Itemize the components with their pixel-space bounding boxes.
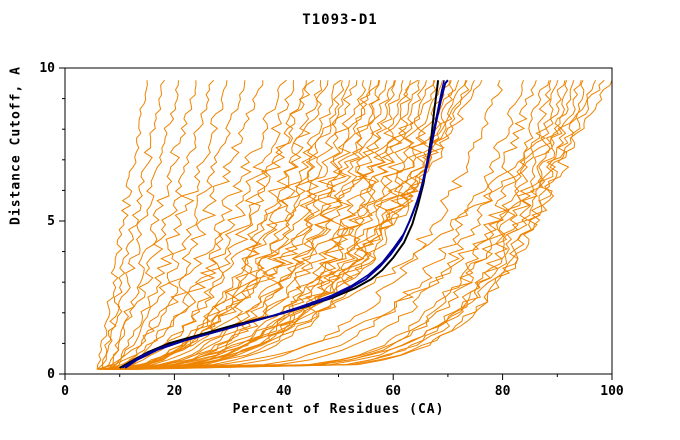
model-curve: [115, 80, 367, 370]
model-curve: [97, 79, 315, 370]
model-curve: [99, 80, 404, 370]
model-curve: [109, 79, 342, 370]
model-curve: [102, 80, 295, 370]
model-curve: [112, 80, 568, 370]
model-curve: [103, 80, 329, 370]
model-curve: [119, 80, 613, 370]
y-tick-label: 10: [39, 61, 55, 76]
highlight-navy-2: [121, 80, 445, 369]
model-curve: [114, 80, 323, 370]
model-curve: [106, 80, 537, 370]
model-curve: [104, 80, 358, 370]
model-curve: [122, 80, 435, 370]
chart-title: T1093-D1: [302, 12, 378, 28]
model-curve: [102, 79, 215, 370]
model-curve: [118, 80, 582, 370]
x-tick-label: 0: [61, 384, 69, 399]
model-curve: [108, 79, 605, 370]
model-curve: [135, 80, 585, 370]
x-tick-label: 100: [600, 384, 624, 399]
model-curve: [128, 79, 483, 370]
model-curve: [106, 80, 437, 370]
y-axis-label: Distance Cutoff, A: [8, 66, 24, 225]
model-curve: [122, 80, 454, 370]
model-curve: [104, 80, 388, 370]
x-axis-label: Percent of Residues (CA): [232, 402, 445, 417]
x-tick-label: 20: [167, 384, 183, 399]
model-curve: [101, 79, 165, 370]
model-curve: [118, 80, 264, 370]
y-tick-label: 0: [47, 367, 55, 382]
model-curve: [113, 80, 228, 370]
model-curve: [112, 80, 503, 370]
model-curve: [97, 79, 287, 370]
model-curve: [124, 80, 575, 370]
x-tick-label: 40: [276, 384, 292, 399]
model-curve: [108, 80, 246, 370]
y-tick-label: 5: [47, 214, 55, 229]
model-curve: [127, 80, 411, 370]
model-curve: [105, 79, 475, 370]
model-curve: [98, 80, 345, 370]
model-curve: [112, 80, 552, 370]
model-curve: [123, 80, 550, 370]
model-curve: [96, 80, 148, 370]
model-curve: [96, 80, 179, 370]
model-curve: [113, 79, 596, 370]
model-curve: [117, 80, 524, 370]
model-curve: [120, 80, 350, 370]
model-curve: [99, 80, 460, 370]
model-curve: [115, 80, 395, 370]
model-curve: [108, 80, 307, 370]
x-tick-label: 60: [385, 384, 401, 399]
x-tick-label: 80: [495, 384, 511, 399]
model-curve: [99, 80, 380, 370]
